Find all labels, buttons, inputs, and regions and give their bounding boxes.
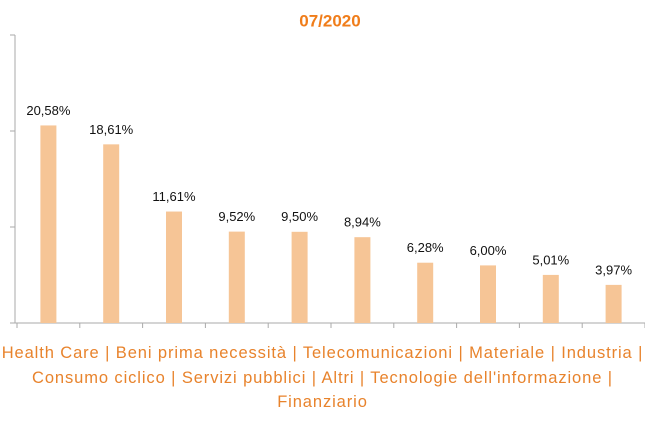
value-label: 6,00% [470, 243, 507, 258]
category-label: Telecomunicazioni [292, 344, 453, 362]
bar [166, 211, 182, 323]
category-label: Materiale [458, 344, 545, 362]
bar [417, 262, 434, 323]
value-label: 20,58% [26, 103, 71, 118]
category-label: Beni prima necessità [105, 344, 287, 362]
value-label: 11,61% [152, 189, 196, 204]
bar [103, 144, 120, 323]
bar [480, 265, 496, 323]
category-label: Tecnologie dell'informazione [360, 369, 602, 387]
bar [40, 125, 57, 323]
value-label: 9,50% [281, 209, 318, 224]
category-label: Altri [312, 369, 355, 387]
bar [354, 237, 371, 323]
category-label: Health Care [1, 344, 100, 362]
bar [605, 284, 622, 323]
value-label: 18,61% [89, 122, 134, 137]
category-label: Industria [551, 344, 633, 362]
value-label: 6,28% [407, 240, 444, 255]
chart-title: 07/2020 [299, 11, 360, 30]
category-label: Servizi pubblici [171, 369, 306, 387]
plot: 07/2020 20,58% 18,61% 11,61% 9,52% 9,50% 8,94… [10, 11, 645, 328]
bar [291, 231, 308, 323]
category-list: Health Care Beni prima necessità Telecom… [0, 341, 645, 415]
bar [228, 231, 245, 323]
value-label: 5,01% [532, 252, 569, 267]
value-label: 9,52% [218, 209, 255, 224]
value-label: 8,94% [344, 215, 381, 230]
bar [542, 274, 559, 323]
value-label: 3,97% [595, 262, 632, 277]
